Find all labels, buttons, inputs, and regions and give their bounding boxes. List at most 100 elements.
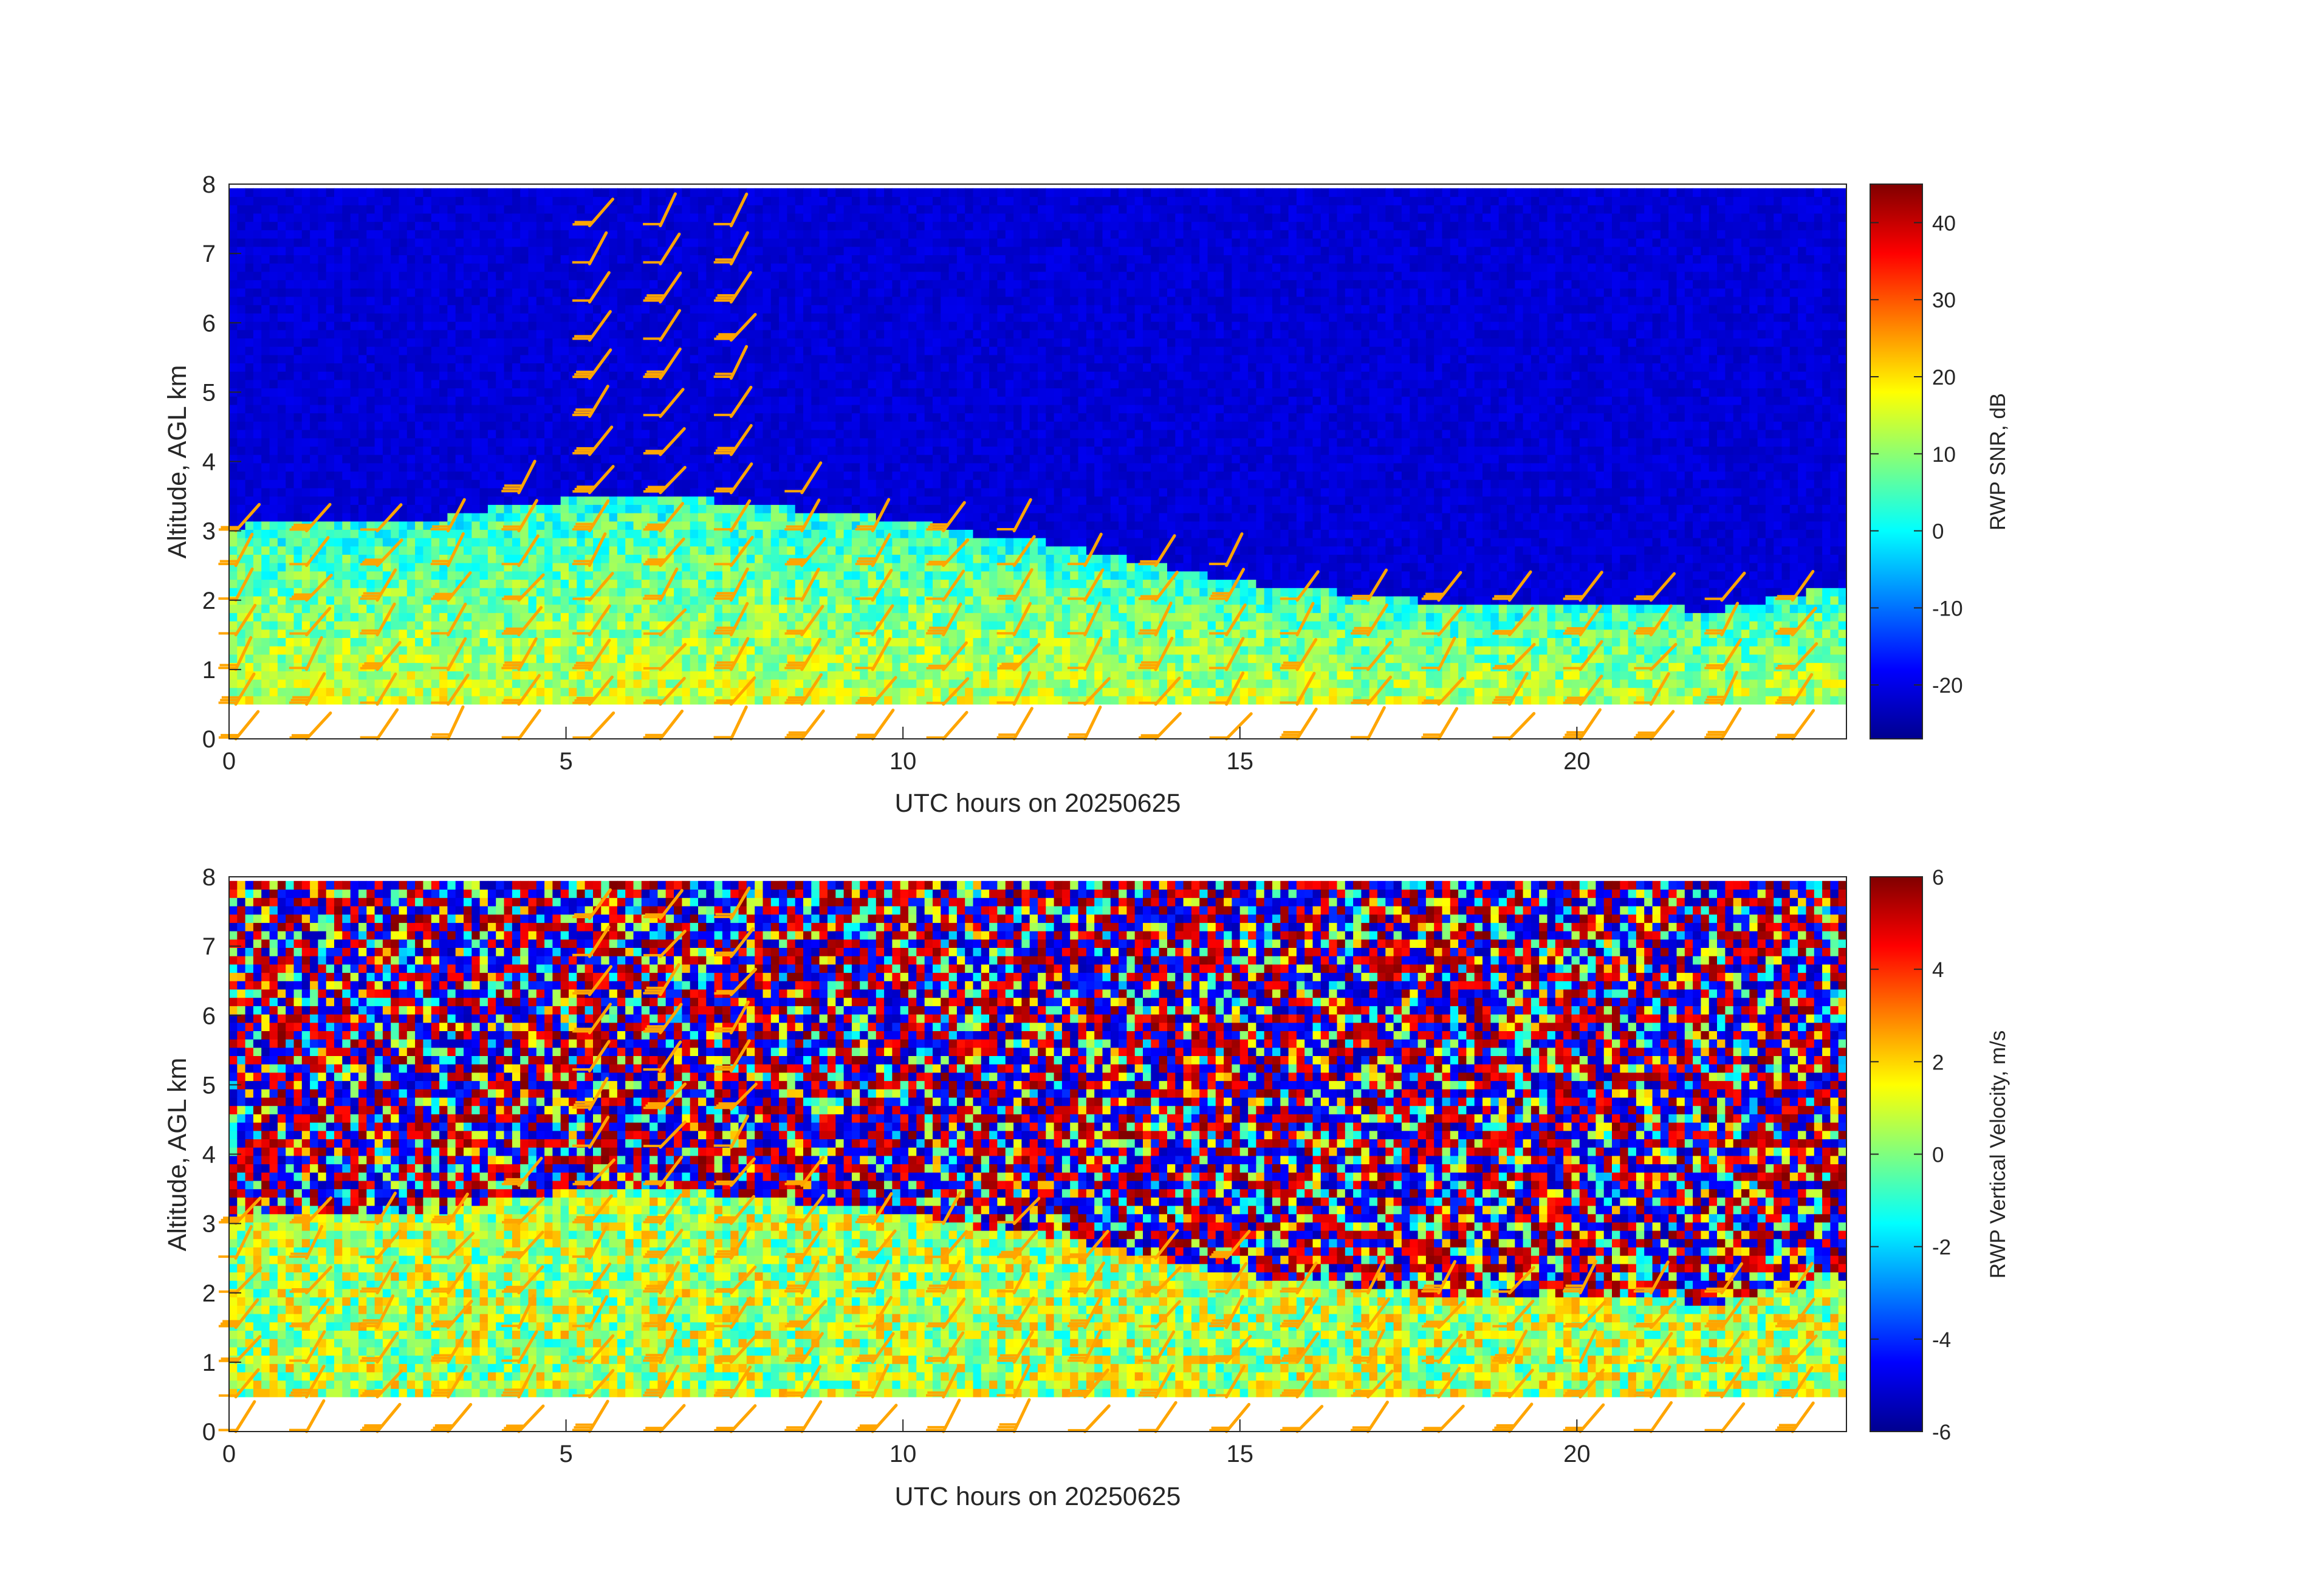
heatmap-cell — [827, 621, 836, 630]
heatmap-cell — [835, 246, 845, 255]
heatmap-cell — [536, 487, 545, 497]
heatmap-cell — [803, 612, 812, 622]
heatmap-cell — [479, 629, 488, 638]
heatmap-cell — [674, 371, 682, 380]
heatmap-cell — [350, 321, 359, 331]
heatmap-cell — [366, 654, 375, 664]
heatmap-cell — [746, 504, 755, 513]
heatmap-cell — [763, 687, 772, 696]
heatmap-cell — [415, 379, 423, 389]
heatmap-cell — [650, 471, 658, 480]
heatmap-cell — [819, 413, 828, 422]
heatmap-cell — [318, 487, 327, 497]
heatmap-cell — [310, 571, 318, 580]
heatmap-cell — [310, 221, 318, 230]
heatmap-cell — [487, 588, 496, 597]
heatmap-cell — [455, 338, 464, 347]
heatmap-cell — [560, 529, 569, 538]
heatmap-cell — [674, 671, 682, 680]
heatmap-cell — [860, 338, 869, 347]
heatmap-cell — [496, 404, 505, 414]
heatmap-cell — [334, 255, 343, 264]
heatmap-cell — [487, 430, 496, 439]
heatmap-cell — [399, 430, 408, 439]
heatmap-cell — [342, 188, 351, 197]
heatmap-cell — [301, 513, 310, 522]
heatmap-cell — [868, 196, 877, 205]
heatmap-cell — [738, 255, 747, 264]
heatmap-cell — [512, 612, 521, 622]
heatmap-cell — [423, 321, 432, 331]
heatmap-cell — [245, 487, 254, 497]
heatmap-cell — [650, 496, 658, 505]
heatmap-cell — [286, 379, 295, 389]
heatmap-cell — [423, 662, 432, 671]
heatmap-cell — [455, 255, 464, 264]
heatmap-cell — [293, 546, 303, 555]
heatmap-cell — [415, 654, 423, 664]
heatmap-cell — [625, 263, 634, 272]
heatmap-cell — [350, 313, 359, 322]
heatmap-cell — [827, 521, 836, 530]
heatmap-cell — [843, 621, 852, 630]
heatmap-cell — [625, 196, 634, 205]
heatmap-cell — [674, 662, 682, 671]
heatmap-cell — [722, 679, 731, 688]
heatmap-cell — [471, 313, 481, 322]
heatmap-cell — [415, 404, 423, 414]
heatmap-cell — [868, 271, 877, 281]
heatmap-cell — [318, 205, 327, 214]
heatmap-cell — [253, 612, 262, 622]
heatmap-cell — [755, 521, 764, 530]
heatmap-cell — [301, 462, 310, 472]
heatmap-cell — [399, 213, 408, 222]
heatmap-cell — [479, 363, 488, 372]
heatmap-cell — [439, 363, 448, 372]
heatmap-cell — [601, 563, 610, 572]
heatmap-cell — [439, 604, 448, 613]
heatmap-cell — [609, 354, 618, 363]
heatmap-cell — [819, 313, 828, 322]
heatmap-cell — [755, 246, 764, 255]
heatmap-cell — [399, 571, 408, 580]
heatmap-cell — [795, 679, 804, 688]
heatmap-cell — [342, 696, 351, 705]
heatmap-cell — [601, 654, 610, 664]
heatmap-cell — [471, 188, 481, 197]
heatmap-cell — [569, 263, 577, 272]
heatmap-cell — [779, 354, 787, 363]
heatmap-cell — [496, 612, 505, 622]
heatmap-cell — [560, 671, 569, 680]
heatmap-cell — [641, 513, 650, 522]
heatmap-cell — [755, 662, 764, 671]
heatmap-cell — [358, 679, 367, 688]
heatmap-cell — [827, 188, 836, 197]
heatmap-cell — [650, 571, 658, 580]
heatmap-cell — [464, 379, 472, 389]
heatmap-cell — [868, 379, 877, 389]
heatmap-cell — [560, 446, 569, 455]
heatmap-cell — [577, 354, 586, 363]
heatmap-cell — [770, 371, 780, 380]
heatmap-cell — [625, 304, 634, 314]
heatmap-cell — [479, 354, 488, 363]
heatmap-cell — [860, 687, 869, 696]
heatmap-cell — [334, 563, 343, 572]
heatmap-cell — [674, 513, 682, 522]
heatmap-cell — [334, 188, 343, 197]
heatmap-cell — [439, 213, 448, 222]
heatmap-cell — [577, 671, 586, 680]
heatmap-cell — [334, 246, 343, 255]
heatmap-cell — [277, 662, 286, 671]
heatmap-cell — [447, 430, 456, 439]
heatmap-cell — [301, 546, 310, 555]
heatmap-cell — [633, 238, 642, 247]
heatmap-cell — [714, 604, 723, 613]
heatmap-cell — [552, 496, 561, 505]
heatmap-cell — [560, 288, 569, 297]
heatmap-cell — [277, 288, 286, 297]
heatmap-cell — [520, 504, 529, 513]
heatmap-cell — [496, 604, 505, 613]
heatmap-cell — [245, 213, 254, 222]
heatmap-cell — [293, 687, 303, 696]
